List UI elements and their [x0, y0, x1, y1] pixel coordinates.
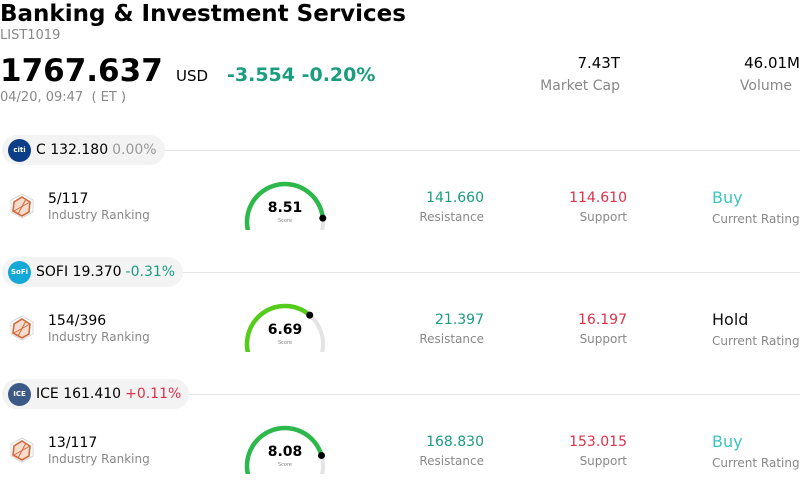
volume-value: 46.01M — [744, 54, 800, 72]
index-price: 1767.637 — [0, 53, 163, 89]
timestamp: 04/20, 09:47 ( ET ) — [0, 90, 127, 105]
stock-tag[interactable]: SoFi SOFI 19.370 -0.31% — [2, 257, 184, 287]
page-title: Banking & Investment Services — [0, 1, 406, 27]
gauge-fill — [244, 425, 324, 488]
score-value: 8.08 — [267, 444, 303, 460]
industry-rank: 154/396 — [48, 313, 107, 329]
current-rating: Hold — [712, 310, 749, 329]
gauge-fill — [244, 303, 312, 366]
stock-symbol-price: C 132.180 — [36, 142, 109, 158]
resistance-value: 141.660 — [426, 190, 484, 206]
resistance-label: Resistance — [419, 210, 484, 224]
section-divider — [150, 150, 800, 151]
gauge-fill — [244, 181, 326, 244]
company-logo-icon: SoFi — [8, 260, 31, 284]
support-label: Support — [579, 454, 627, 468]
support-value: 16.197 — [578, 312, 627, 328]
score-gauge — [244, 425, 326, 488]
industry-rank-label: Industry Ranking — [48, 452, 150, 466]
resistance-label: Resistance — [419, 332, 484, 346]
support-label: Support — [579, 332, 627, 346]
current-rating: Buy — [712, 188, 743, 207]
stock-symbol-price: SOFI 19.370 — [36, 264, 122, 280]
stock-change: +0.11% — [125, 386, 182, 402]
resistance-label: Resistance — [419, 454, 484, 468]
gauge-marker — [306, 311, 314, 319]
score-gauge-wrap: 8.51 Score — [240, 180, 330, 244]
list-code: LIST1019 — [0, 28, 61, 43]
price-change: -3.554 -0.20% — [227, 64, 376, 86]
support-value: 153.015 — [569, 434, 627, 450]
score-label: Score — [277, 218, 292, 224]
company-logo-icon: ICE — [8, 382, 31, 406]
company-logo-icon: citi — [8, 138, 31, 162]
industry-rank-label: Industry Ranking — [48, 208, 150, 222]
score-gauge — [244, 181, 327, 244]
support-value: 114.610 — [569, 190, 627, 206]
industry-rank: 5/117 — [48, 191, 89, 207]
ranking-icon — [8, 314, 36, 342]
current-rating-label: Current Rating — [712, 334, 800, 348]
stock-change: -0.31% — [125, 264, 176, 280]
industry-rank: 13/117 — [48, 435, 98, 451]
score-label: Score — [277, 340, 292, 346]
score-label: Score — [277, 462, 292, 468]
section-divider — [150, 272, 800, 273]
market-cap-value: 7.43T — [577, 54, 620, 72]
volume-label: Volume — [739, 78, 792, 94]
score-value: 8.51 — [267, 200, 303, 216]
resistance-value: 168.830 — [426, 434, 484, 450]
score-gauge — [244, 303, 325, 366]
currency-label: USD — [176, 67, 209, 85]
ranking-icon — [8, 192, 36, 220]
stock-tag[interactable]: citi C 132.180 0.00% — [2, 135, 165, 165]
support-label: Support — [579, 210, 627, 224]
stock-tag[interactable]: ICE ICE 161.410 +0.11% — [2, 379, 190, 409]
market-cap-label: Market Cap — [540, 78, 620, 94]
stock-symbol-price: ICE 161.410 — [36, 386, 122, 402]
current-rating: Buy — [712, 432, 743, 451]
current-rating-label: Current Rating — [712, 212, 800, 226]
stock-change: 0.00% — [112, 142, 157, 158]
resistance-value: 21.397 — [435, 312, 484, 328]
industry-rank-label: Industry Ranking — [48, 330, 150, 344]
gauge-marker — [318, 451, 326, 459]
score-gauge-wrap: 8.08 Score — [240, 424, 330, 488]
score-value: 6.69 — [267, 322, 303, 338]
section-divider — [150, 394, 800, 395]
score-gauge-wrap: 6.69 Score — [240, 302, 330, 366]
ranking-icon — [8, 436, 36, 464]
gauge-marker — [319, 214, 327, 222]
current-rating-label: Current Rating — [712, 456, 800, 470]
